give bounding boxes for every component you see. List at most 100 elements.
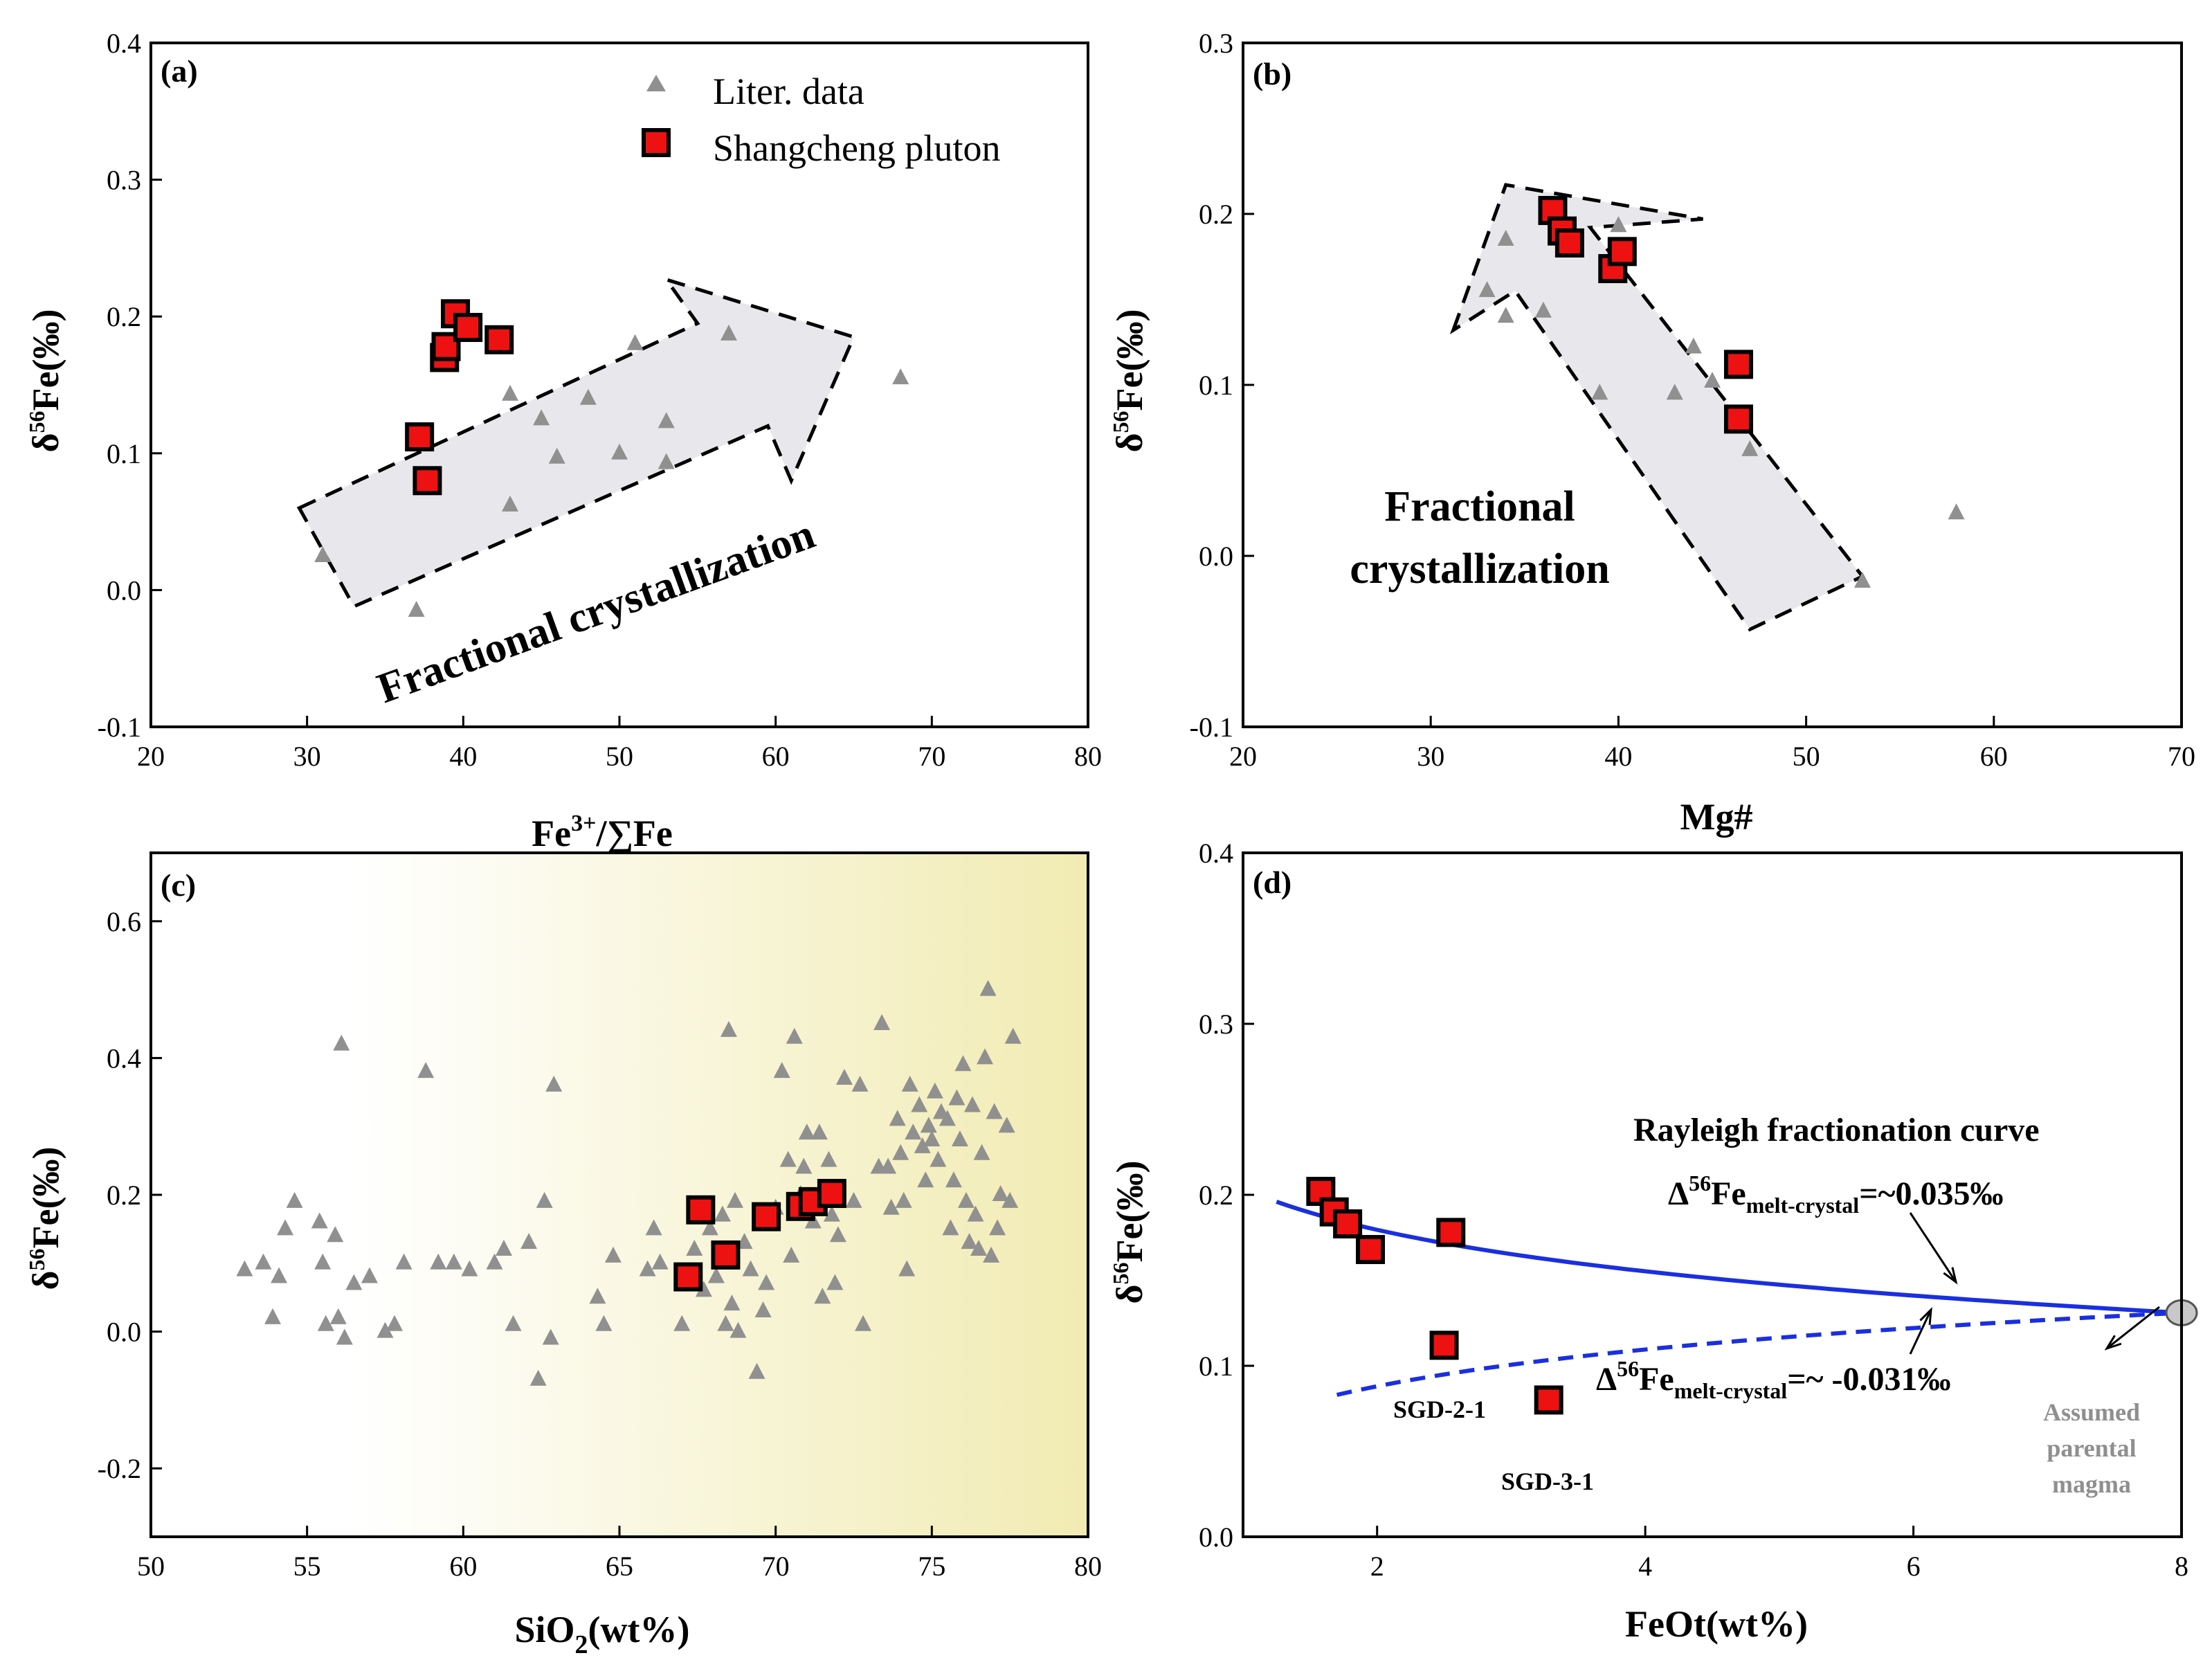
panel-a: 20 30 40 50 60 70 80 -0.1 0.0 0.1 0.2 0.3 0.4 (a) Li… [0, 0, 1102, 854]
literature-triangle-c-98 [967, 1205, 984, 1222]
y-tick-label-d-4: 0.4 [1199, 838, 1233, 869]
x-tick-label-c-6: 80 [1074, 1551, 1102, 1582]
panel-d-upper-curve-label: Δ56Femelt-crystal=~0.035‰ [1668, 1171, 2004, 1218]
x-tick-label-a-5: 70 [918, 741, 945, 772]
literature-triangle-c-96 [961, 1233, 978, 1250]
undefined [0, 0, 499, 388]
x-tick-label-a-1: 30 [293, 741, 321, 772]
literature-triangle-c-9 [327, 1226, 344, 1243]
panel-d-ylabel: δ56Fe(‰) [1108, 1161, 1150, 1304]
y-tick-label-a-0: -0.1 [98, 712, 141, 743]
literature-triangle-c-2 [264, 1308, 282, 1324]
literature-triangle-a-2 [502, 384, 519, 401]
literature-triangle-c-24 [505, 1315, 522, 1331]
literature-triangle-c-63 [820, 1151, 837, 1167]
literature-triangle-c-69 [851, 1075, 869, 1092]
parental-magma-label-line3: magma [2052, 1470, 2131, 1498]
literature-triangle-c-42 [717, 1315, 734, 1331]
sample-square-b-2 [1554, 228, 1584, 258]
sample-square-d-4 [1436, 1218, 1466, 1247]
literature-triangle-c-64 [823, 1205, 840, 1222]
literature-triangle-a-9 [658, 412, 675, 428]
literature-triangle-b-10 [1853, 572, 1871, 588]
literature-triangle-c-22 [486, 1253, 503, 1270]
literature-triangle-c-79 [901, 1075, 918, 1092]
literature-triangle-c-11 [333, 1034, 350, 1051]
literature-triangle-c-25 [520, 1233, 538, 1250]
x-tick-label-b-1: 30 [1417, 741, 1444, 772]
undefined [0, 0, 557, 498]
y-tick-label-d-0: 0.0 [1199, 1522, 1233, 1553]
literature-triangle-c-38 [695, 1281, 712, 1297]
x-tick-label-a-2: 40 [449, 741, 477, 772]
literature-triangle-c-15 [377, 1321, 394, 1338]
literature-triangle-c-31 [595, 1315, 613, 1331]
literature-triangle-c-54 [779, 1151, 797, 1167]
sample-square-a-1 [413, 466, 442, 496]
undefined [0, 0, 635, 378]
literature-triangle-c-91 [945, 1171, 962, 1188]
x-tick-label-b-3: 50 [1793, 741, 1820, 772]
literature-triangle-c-21 [461, 1260, 478, 1276]
literature-triangle-c-92 [948, 1089, 966, 1106]
literature-triangle-c-37 [686, 1240, 703, 1256]
x-tick-label-d-3: 8 [2175, 1551, 2188, 1582]
panel-d-lower-curve-label: Δ56Femelt-crystal=~ -0.031‰ [1596, 1356, 1950, 1403]
legend-literature-label: Liter. data [713, 71, 864, 112]
y-tick-label-d-2: 0.2 [1199, 1180, 1233, 1211]
sample-square-b-6 [1723, 404, 1753, 434]
literature-triangle-c-104 [986, 1103, 1003, 1119]
y-tick-label-a-3: 0.2 [107, 301, 141, 332]
y-tick-label-d-3: 0.3 [1199, 1009, 1233, 1040]
x-tick-label-c-1: 55 [293, 1551, 321, 1582]
y-tick-label-c-0: -0.2 [98, 1453, 141, 1484]
fractional-crystallization-arrow-a [296, 276, 856, 609]
literature-triangle-c-78 [898, 1260, 916, 1276]
literature-triangle-c-67 [835, 1069, 853, 1085]
legend-sample-label: Shangcheng pluton [713, 127, 1000, 169]
sample-square-b-4 [1607, 237, 1637, 267]
parental-magma-label-line2: parental [2047, 1434, 2136, 1462]
literature-triangle-c-74 [882, 1198, 900, 1215]
literature-triangle-c-109 [1001, 1191, 1019, 1208]
y-tick-label-a-1: 0.0 [107, 575, 141, 606]
x-tick-label-c-2: 60 [449, 1551, 477, 1582]
sample-square-c-2 [711, 1240, 741, 1270]
literature-triangle-c-27 [536, 1191, 553, 1208]
literature-triangle-c-44 [723, 1294, 741, 1311]
sample-square-a-6 [484, 325, 514, 354]
literature-triangle-c-1 [255, 1253, 272, 1270]
literature-triangle-c-56 [786, 1027, 803, 1044]
x-tick-label-c-3: 65 [606, 1551, 633, 1582]
y-tick-label-a-2: 0.1 [107, 438, 141, 469]
panel-b-xlabel: Mg# [1680, 796, 1753, 838]
literature-triangle-c-90 [942, 1219, 959, 1236]
undefined [0, 0, 1543, 363]
x-tick-label-c-5: 75 [918, 1551, 945, 1582]
literature-triangle-a-10 [658, 453, 675, 469]
literature-triangle-a-7 [611, 443, 628, 460]
literature-triangle-c-3 [271, 1267, 288, 1283]
literature-triangle-c-7 [314, 1253, 332, 1270]
literature-triangle-c-62 [814, 1288, 831, 1304]
literature-triangle-c-80 [905, 1124, 922, 1140]
panel-c-xlabel: SiO2(wt%) [515, 1609, 690, 1659]
sample-square-a-5 [453, 313, 483, 343]
literature-triangle-c-20 [445, 1253, 462, 1270]
literature-triangle-c-28 [542, 1328, 559, 1345]
x-tick-label-a-4: 60 [762, 741, 790, 772]
panel-d: 2 4 6 8 0.0 0.1 0.2 0.3 0.4 (d) Rayleigh fractio… [1108, 838, 2198, 1645]
sample-square-c-6 [817, 1179, 846, 1209]
literature-triangle-b-3 [1534, 301, 1552, 318]
y-tick-label-c-4: 0.6 [107, 906, 141, 937]
literature-triangle-a-5 [548, 447, 565, 464]
undefined [0, 0, 541, 446]
panel-b-annotation-line2: crystallization [1350, 545, 1609, 593]
upper-curve-leader-arrow [1909, 1212, 1958, 1285]
sample-label-sgd-3-1: SGD-3-1 [1501, 1468, 1594, 1495]
literature-triangle-b-0 [1478, 281, 1496, 298]
literature-triangle-c-72 [873, 1014, 891, 1030]
panel-b: 20 30 40 50 60 70 -0.1 0.0 0.1 0.2 0.3 (b) Fractio… [0, 0, 2195, 838]
literature-triangle-c-83 [917, 1171, 934, 1188]
literature-triangle-a-3 [502, 495, 519, 512]
